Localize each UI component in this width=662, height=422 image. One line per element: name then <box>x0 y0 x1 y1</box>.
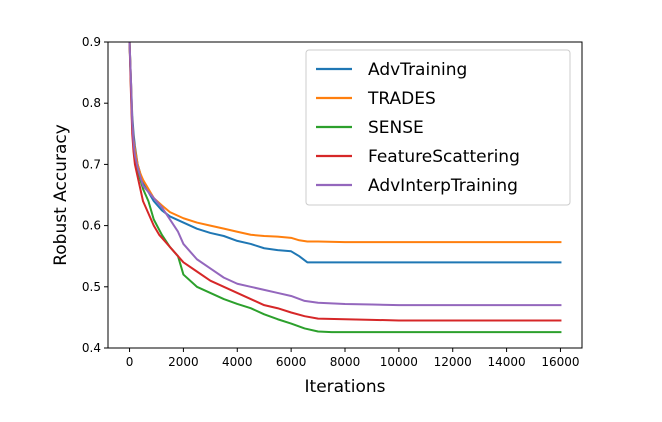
y-tick-label: 0.6 <box>82 219 101 233</box>
y-tick-label: 0.7 <box>82 157 101 171</box>
legend-label: FeatureScattering <box>368 147 520 167</box>
x-axis-ticks: 0 2000 4000 6000 8000 10000 12000 14000 16000 <box>126 348 580 369</box>
x-axis-label: Iterations <box>305 377 386 397</box>
series-line-advinterptraining <box>128 42 562 307</box>
axes-frame <box>107 41 583 349</box>
x-tick-label: 8000 <box>330 355 361 369</box>
x-tick-label: 4000 <box>222 355 253 369</box>
x-tick-label: 0 <box>126 355 134 369</box>
x-tick-label: 14000 <box>487 355 525 369</box>
y-axis-ticks: 0.4 0.5 0.6 0.7 0.8 0.9 <box>82 35 108 355</box>
y-axis-label: Robust Accuracy <box>51 124 71 266</box>
y-tick-label: 0.4 <box>82 341 101 355</box>
plot-area <box>128 42 562 334</box>
legend-label: SENSE <box>368 118 424 138</box>
legend-label: AdvInterpTraining <box>368 176 518 196</box>
y-tick-label: 0.8 <box>82 96 101 110</box>
series-line-featurescattering <box>128 42 562 322</box>
legend-box <box>305 49 571 206</box>
y-tick-label: 0.9 <box>82 35 101 49</box>
x-tick-label: 10000 <box>380 355 418 369</box>
x-tick-label: 16000 <box>541 355 579 369</box>
legend-label: AdvTraining <box>368 60 467 80</box>
legend: AdvTraining TRADES SENSE FeatureScattering A… <box>305 49 571 206</box>
x-tick-label: 12000 <box>434 355 472 369</box>
x-tick-label: 6000 <box>276 355 307 369</box>
x-tick-label: 2000 <box>168 355 199 369</box>
legend-label: TRADES <box>367 89 436 109</box>
y-tick-label: 0.5 <box>82 280 101 294</box>
